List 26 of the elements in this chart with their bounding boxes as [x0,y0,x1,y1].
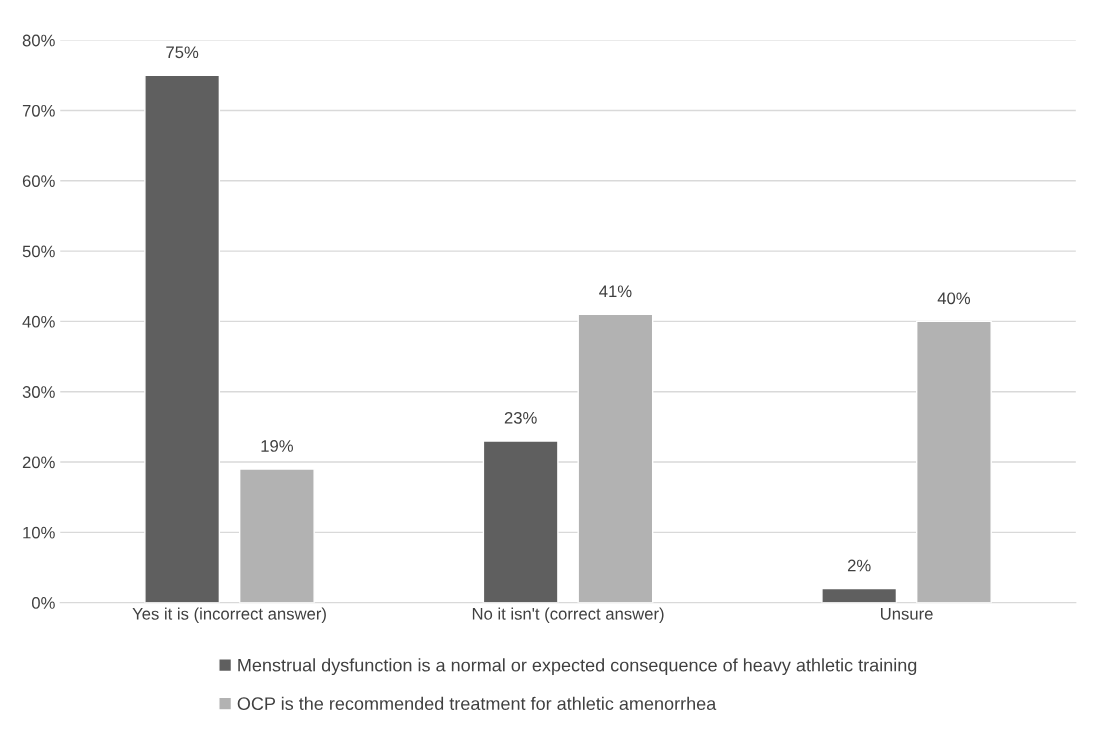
y-tick-label: 60% [22,175,55,187]
y-tick-label: 70% [22,104,55,117]
data-label: 19% [261,440,293,452]
data-label: 41% [599,285,632,298]
y-tick-label: 50% [22,245,55,258]
bar [238,468,315,603]
bar [144,74,221,603]
data-label: 75% [166,46,199,59]
y-tick-label: 20% [22,456,55,469]
x-tick-label: Unsure [880,608,933,620]
y-tick-label: 40% [22,315,55,328]
legend-label: OCP is the recommended treatment for athletic amenorrhea [237,696,717,711]
y-tick-label: 0% [31,597,55,609]
data-label: 23% [504,411,537,424]
x-tick-label: No it isn't (correct answer) [472,607,664,624]
bar [821,587,898,603]
bar [577,313,654,603]
data-label: 2% [847,559,871,572]
bar [916,320,992,603]
y-tick-label: 30% [22,386,55,398]
x-tick-label: Yes it is (incorrect answer) [132,607,326,624]
legend-label: Menstrual dysfunction is a normal or expected consequence of heavy athletic training [238,658,917,676]
y-tick-label: 10% [23,526,55,539]
y-tick-label: 80% [22,34,55,47]
bar [482,440,559,603]
data-label: 40% [937,292,971,305]
